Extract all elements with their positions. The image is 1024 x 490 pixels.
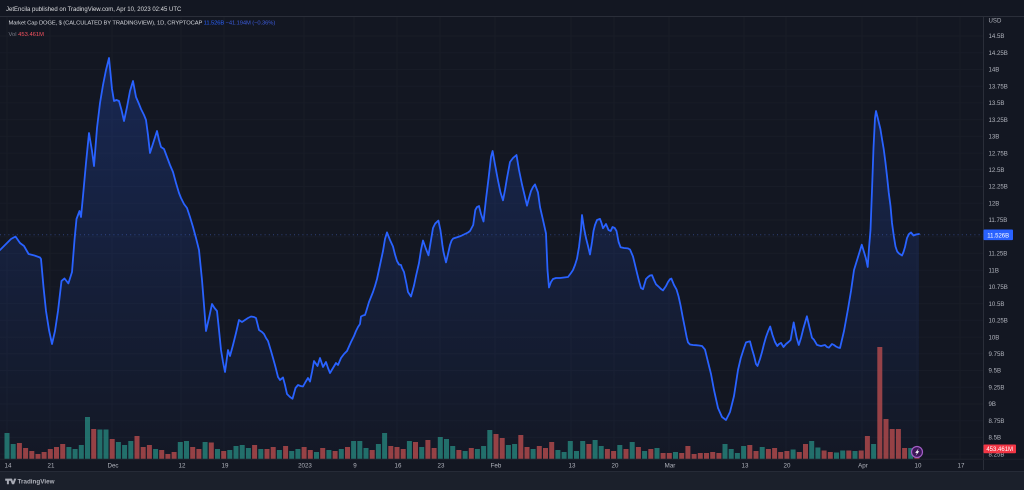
svg-text:17: 17 bbox=[958, 463, 965, 470]
svg-text:14: 14 bbox=[5, 463, 12, 470]
svg-text:11.526B: 11.526B bbox=[987, 233, 1009, 239]
svg-text:8.75B: 8.75B bbox=[989, 418, 1005, 425]
svg-text:9.5B: 9.5B bbox=[989, 368, 1002, 375]
svg-text:Market Cap DOGE, $ (CALCULATED: Market Cap DOGE, $ (CALCULATED BY TRADIN… bbox=[9, 21, 276, 27]
svg-text:14.25B: 14.25B bbox=[989, 50, 1008, 57]
svg-text:453.461M: 453.461M bbox=[986, 447, 1013, 453]
svg-text:13.25B: 13.25B bbox=[989, 117, 1008, 124]
svg-text:13B: 13B bbox=[989, 134, 1000, 141]
svg-text:14.5B: 14.5B bbox=[989, 33, 1005, 40]
svg-text:16: 16 bbox=[395, 463, 402, 470]
svg-text:13.5B: 13.5B bbox=[989, 100, 1005, 107]
svg-text:Dec: Dec bbox=[107, 463, 118, 470]
svg-text:13: 13 bbox=[742, 463, 749, 470]
svg-text:23: 23 bbox=[438, 463, 445, 470]
svg-text:9.25B: 9.25B bbox=[989, 384, 1005, 391]
svg-text:12.5B: 12.5B bbox=[989, 167, 1005, 174]
svg-text:10: 10 bbox=[915, 463, 922, 470]
svg-text:Apr: Apr bbox=[858, 463, 868, 470]
svg-text:8.5B: 8.5B bbox=[989, 435, 1002, 442]
svg-text:10.25B: 10.25B bbox=[989, 318, 1008, 325]
svg-text:13: 13 bbox=[569, 463, 576, 470]
svg-text:9: 9 bbox=[353, 463, 357, 470]
svg-text:9B: 9B bbox=[989, 401, 996, 408]
svg-text:11.25B: 11.25B bbox=[989, 251, 1008, 258]
svg-text:2023: 2023 bbox=[298, 463, 312, 470]
svg-text:20: 20 bbox=[784, 463, 791, 470]
svg-text:12: 12 bbox=[179, 463, 186, 470]
svg-text:Feb: Feb bbox=[491, 463, 502, 470]
svg-text:10B: 10B bbox=[989, 334, 1000, 341]
svg-text:20: 20 bbox=[612, 463, 619, 470]
svg-text:11.75B: 11.75B bbox=[989, 217, 1008, 224]
svg-text:8.25B: 8.25B bbox=[989, 451, 1005, 458]
svg-text:14B: 14B bbox=[989, 67, 1000, 74]
svg-text:12.25B: 12.25B bbox=[989, 184, 1008, 191]
svg-text:TradingView: TradingView bbox=[18, 478, 55, 485]
svg-text:12.75B: 12.75B bbox=[989, 150, 1008, 157]
svg-text:USD: USD bbox=[989, 17, 1002, 24]
svg-text:9.75B: 9.75B bbox=[989, 351, 1005, 358]
svg-text:Vol 453.461M: Vol 453.461M bbox=[9, 32, 45, 38]
svg-text:13.75B: 13.75B bbox=[989, 83, 1008, 90]
svg-text:12B: 12B bbox=[989, 200, 1000, 207]
svg-text:Mar: Mar bbox=[665, 463, 676, 470]
svg-text:JetEncila published on Trading: JetEncila published on TradingView.com, … bbox=[6, 7, 182, 13]
svg-text:10.5B: 10.5B bbox=[989, 301, 1005, 308]
svg-text:21: 21 bbox=[48, 463, 55, 470]
svg-text:19: 19 bbox=[222, 463, 229, 470]
svg-text:11B: 11B bbox=[989, 267, 999, 274]
svg-text:10.75B: 10.75B bbox=[989, 284, 1008, 291]
